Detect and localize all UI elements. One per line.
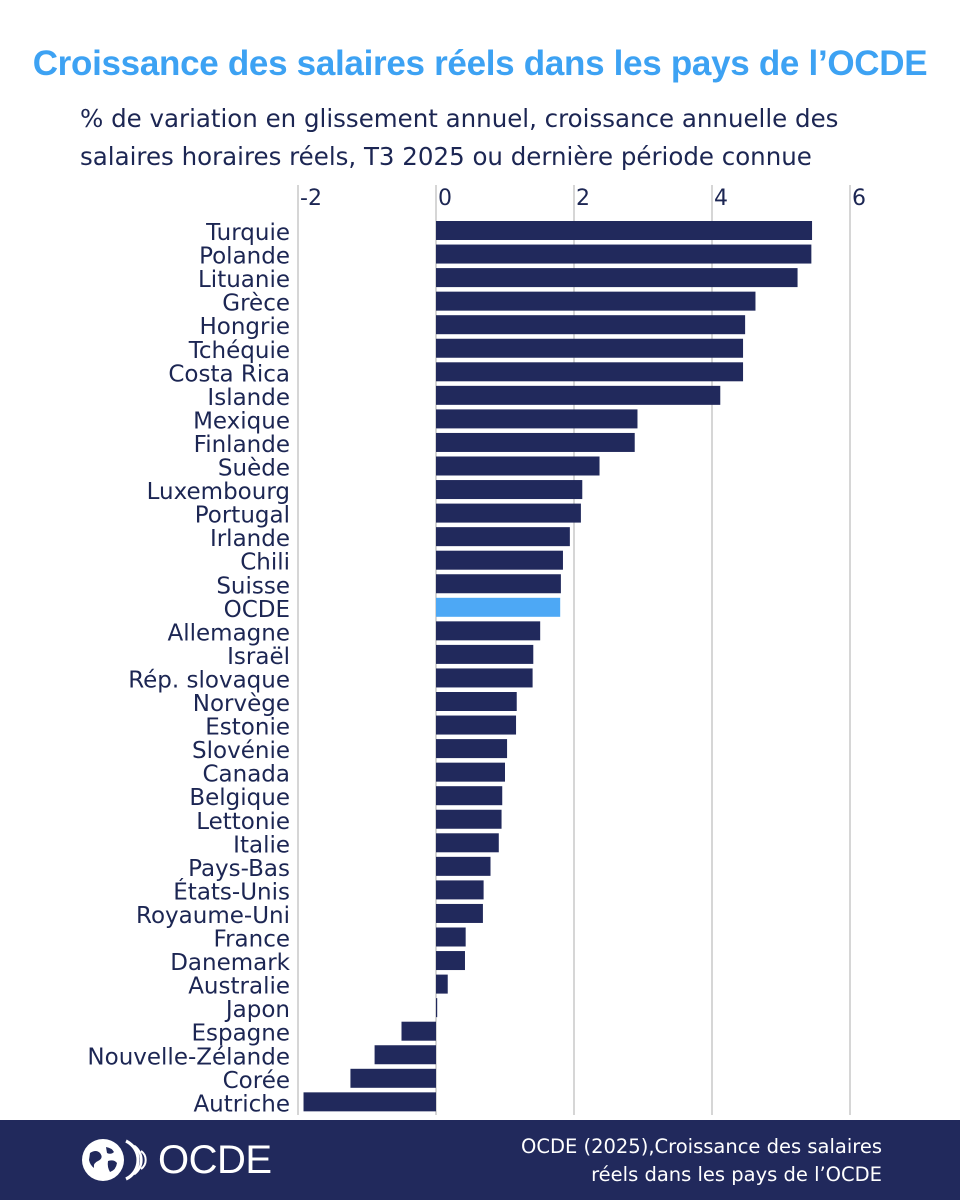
bar	[436, 456, 600, 476]
chart-subtitle: % de variation en glissement annuel, cro…	[80, 104, 839, 171]
category-label: France	[214, 927, 290, 953]
bar	[436, 338, 744, 358]
category-label: Polande	[199, 244, 290, 270]
category-label: Estonie	[205, 715, 290, 741]
category-label: Autriche	[193, 1091, 290, 1117]
bar	[436, 809, 502, 829]
bar	[374, 1045, 436, 1065]
category-label: Suisse	[216, 573, 290, 599]
category-label: Israël	[227, 644, 290, 670]
category-label: Nouvelle-Zélande	[87, 1044, 290, 1070]
bar-chart: -2 0 2 4 6 TurquiePolandeLituanieGrèceHongri…	[87, 185, 866, 1117]
category-label: Luxembourg	[147, 479, 290, 505]
category-label: Japon	[224, 997, 290, 1023]
bar	[436, 927, 466, 947]
bar	[436, 268, 798, 288]
category-label: Espagne	[191, 1021, 290, 1047]
bar	[401, 1021, 436, 1041]
category-label: OCDE	[224, 597, 290, 623]
category-label: États-Unis	[173, 877, 290, 905]
category-label: Italie	[233, 832, 290, 858]
bar	[350, 1068, 436, 1088]
category-label: Costa Rica	[168, 361, 290, 387]
bar	[436, 692, 517, 711]
category-label: Portugal	[195, 503, 290, 529]
category-label: Slovénie	[192, 738, 290, 764]
category-label: Danemark	[170, 950, 290, 976]
category-label: Lituanie	[198, 267, 290, 293]
footer-bar: OCDE OCDE (2025),Croissance des salaires…	[0, 1120, 960, 1200]
bar	[436, 503, 581, 523]
bar	[436, 574, 561, 594]
category-label: Turquie	[205, 220, 290, 246]
bar	[436, 998, 438, 1018]
category-label: Pays-Bas	[188, 856, 290, 882]
x-tick-label: 0	[438, 186, 452, 211]
bar	[436, 715, 517, 735]
source-note: OCDE (2025),Croissance des salaires réel…	[462, 1133, 882, 1189]
chart-title: Croissance des salaires réels dans les p…	[32, 44, 928, 83]
source-line-2: réels dans les pays de l’OCDE	[591, 1163, 882, 1186]
source-line-1: OCDE (2025),Croissance des salaires	[520, 1135, 882, 1158]
bar	[436, 527, 570, 547]
bar	[436, 621, 541, 641]
bar	[303, 1092, 436, 1112]
bar	[436, 762, 505, 782]
category-label: Royaume-Uni	[136, 903, 290, 929]
bar	[436, 480, 583, 500]
bar	[436, 880, 484, 900]
bar	[436, 903, 483, 923]
category-label: Islande	[207, 385, 290, 411]
bars	[303, 221, 813, 1112]
bar	[436, 362, 744, 382]
oecd-logo[interactable]: OCDE	[80, 1137, 272, 1183]
bar	[436, 244, 812, 264]
bar	[436, 974, 448, 994]
bar	[436, 786, 503, 806]
x-tick-label: 2	[576, 186, 590, 211]
category-label: Norvège	[193, 691, 290, 717]
category-label: Belgique	[189, 785, 290, 811]
bar	[436, 833, 499, 853]
category-label: Australie	[188, 974, 290, 1000]
globe-icon	[82, 1139, 147, 1181]
category-label: Tchéquie	[188, 338, 290, 364]
x-tick-label: -2	[300, 186, 322, 211]
x-tick-label: 6	[852, 186, 866, 211]
logo-text: OCDE	[158, 1137, 272, 1182]
category-label: Suède	[218, 456, 290, 482]
x-axis-ticks: -2 0 2 4 6	[300, 186, 866, 211]
bar	[436, 644, 534, 664]
category-labels: TurquiePolandeLituanieGrèceHongrieTchéqu…	[87, 220, 290, 1117]
bar	[436, 291, 756, 311]
bar	[436, 315, 746, 335]
bar	[436, 739, 508, 759]
bar	[436, 951, 465, 971]
category-label: Lettonie	[196, 809, 290, 835]
category-label: Grèce	[222, 291, 290, 317]
category-label: Canada	[202, 762, 290, 788]
bar	[436, 432, 635, 452]
bar	[436, 221, 813, 240]
bar	[436, 385, 721, 405]
category-label: Hongrie	[199, 314, 290, 340]
bar	[436, 668, 533, 688]
bar	[436, 597, 561, 617]
bar	[436, 409, 638, 429]
category-label: Allemagne	[168, 620, 291, 646]
category-label: Irlande	[210, 526, 290, 552]
category-label: Corée	[223, 1068, 290, 1094]
category-label: Finlande	[194, 432, 290, 458]
x-tick-label: 4	[714, 186, 728, 211]
category-label: Chili	[240, 550, 290, 576]
category-label: Mexique	[193, 408, 290, 434]
bar	[436, 856, 491, 876]
bar	[436, 550, 563, 570]
category-label: Rép. slovaque	[128, 667, 290, 693]
